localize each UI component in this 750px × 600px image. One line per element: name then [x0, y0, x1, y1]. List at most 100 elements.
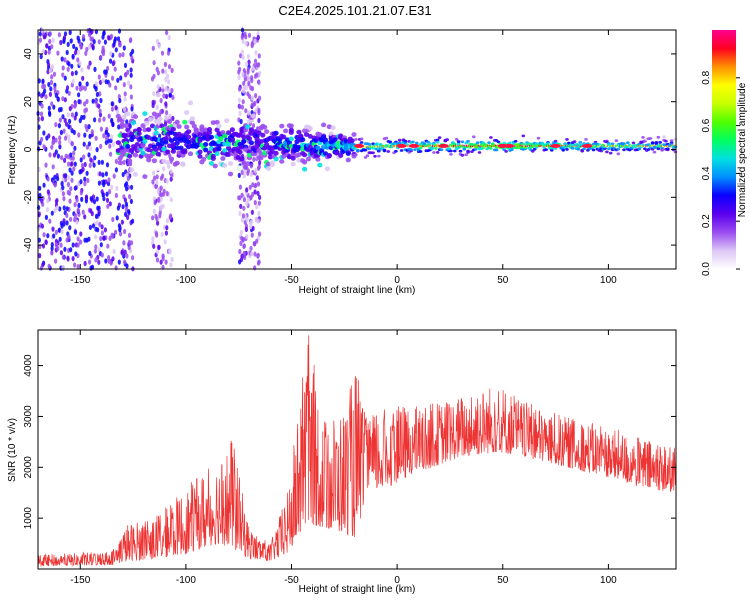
spectrogram-blob [108, 189, 112, 195]
spectrogram-ridge-cell [227, 161, 234, 166]
spectrogram-blob [88, 60, 92, 66]
spectrogram-ridge-cell [622, 148, 626, 152]
spectrogram-blob [170, 67, 174, 73]
spectrogram-ridge-cell [182, 148, 188, 154]
spectrogram-blob [110, 106, 115, 112]
spectrogram-blob [61, 191, 65, 197]
spectrogram-blob [77, 92, 81, 98]
spectrogram-blob [66, 41, 70, 48]
spectrogram-ridge-core [462, 144, 464, 148]
spectrogram-blob [165, 93, 169, 100]
spectrogram-ridge-cell [660, 148, 664, 152]
spectrogram-ytick-label: -40 [23, 237, 34, 252]
spectrogram-ridge-core [612, 144, 614, 148]
spectrogram-blob [59, 242, 63, 248]
spectrogram-ridge-cell [229, 127, 235, 133]
spectrogram-blob [60, 181, 64, 187]
spectrogram-hotspot [354, 143, 365, 148]
spectrogram-blob [249, 224, 253, 230]
spectrogram-blob [83, 176, 87, 182]
spectrogram-blob [131, 218, 135, 224]
spectrogram-blob [81, 166, 85, 173]
snr-ticks: -150 -100 -50 0 50 100 1000 2000 3000 4000 [23, 330, 676, 586]
spectrogram-ridge-core [527, 144, 529, 148]
colorbar: 0.0 0.2 0.4 0.6 0.8 Normalized spectral ampl… [701, 30, 748, 276]
spectrogram-blob [125, 253, 129, 259]
spectrogram-ridge-cell [324, 166, 330, 172]
spectrogram-blob [66, 66, 70, 72]
spectrogram-ridge-cell [197, 154, 203, 159]
snr-xtick-label: -100 [176, 575, 196, 586]
spectrogram-blob [54, 229, 59, 235]
spectrogram-blob [99, 143, 103, 149]
spectrogram-blob [114, 265, 118, 271]
spectrogram-blob [242, 173, 246, 179]
spectrogram-blob [118, 231, 123, 237]
spectrogram-blob [94, 213, 99, 219]
spectrogram-blob [65, 220, 69, 226]
spectrogram-ridge-cell [187, 100, 194, 106]
spectrogram-blob [157, 43, 161, 49]
spectrogram-blob [58, 117, 63, 123]
spectrogram-ridge-cell [222, 163, 228, 168]
spectrogram-ridge-cell [151, 158, 157, 164]
spectrogram-blob [151, 45, 155, 51]
spectrogram-blob [95, 147, 99, 153]
spectrogram-ridge-core [532, 144, 534, 148]
spectrogram-ridge-cell [163, 139, 169, 145]
spectrogram-ridge-cell [214, 151, 220, 157]
spectrogram-blob [46, 206, 50, 213]
spectrogram-blob [245, 61, 249, 67]
spectrogram-blob [167, 88, 171, 94]
spectrogram-blob [257, 259, 261, 265]
spectrogram-blob [74, 251, 78, 257]
spectrogram-ridge-cell [491, 142, 495, 146]
spectrogram-blob [48, 152, 52, 158]
spectrogram-blob [86, 28, 90, 34]
spectrogram-blob [54, 258, 58, 264]
spectrogram-blob [70, 140, 74, 147]
spectrogram-blob [161, 84, 165, 90]
spectrogram-blob [258, 231, 262, 237]
spectrogram-blob [60, 229, 64, 235]
spectrogram-blob [155, 104, 159, 110]
spectrogram-ridge-cell [203, 147, 209, 153]
spectrogram-blob [162, 93, 166, 99]
spectrogram-blob [255, 175, 259, 181]
spectrogram-blob [84, 194, 89, 200]
spectrogram-ridge-cell [144, 120, 150, 126]
spectrogram-ridge-cell [180, 162, 186, 168]
spectrogram-blob [105, 162, 110, 168]
spectrogram-blob [87, 44, 91, 50]
spectrogram-blob [87, 64, 91, 70]
spectrogram-blob [68, 225, 72, 231]
spectrogram-ridge-cell [129, 148, 135, 153]
spectrogram-ridge-cell [377, 149, 381, 153]
spectrogram-ridge-cell [386, 150, 391, 153]
spectrogram-blob [104, 69, 108, 75]
spectrogram-blob [65, 49, 69, 56]
spectrogram-ridge-cell [186, 129, 192, 135]
spectrogram-ridge-cell [445, 138, 450, 142]
spectrogram-blob [102, 133, 106, 139]
spectrogram-blob [79, 239, 83, 245]
spectrogram-ridge-cell [544, 148, 548, 152]
spectrogram-blob [73, 115, 77, 121]
spectrogram-blob [81, 209, 85, 215]
spectrogram-blob [51, 164, 55, 170]
spectrogram-blob [67, 138, 72, 144]
spectrogram-blob [59, 129, 64, 136]
spectrogram-blob [40, 93, 44, 99]
spectrogram-blob [251, 182, 255, 188]
spectrogram-ridge-cell [146, 127, 152, 132]
spectrogram-blob [170, 87, 174, 94]
spectrogram-blob [253, 183, 257, 189]
spectrogram-blob [240, 49, 244, 55]
spectrogram-blob [93, 155, 97, 161]
spectrogram-blob [73, 185, 77, 191]
spectrogram-ridge-cell [130, 120, 137, 126]
spectrogram-blob [48, 91, 53, 97]
spectrogram-blob [98, 79, 103, 85]
spectrogram-blob [239, 240, 243, 246]
spectrogram-blob [129, 67, 133, 73]
